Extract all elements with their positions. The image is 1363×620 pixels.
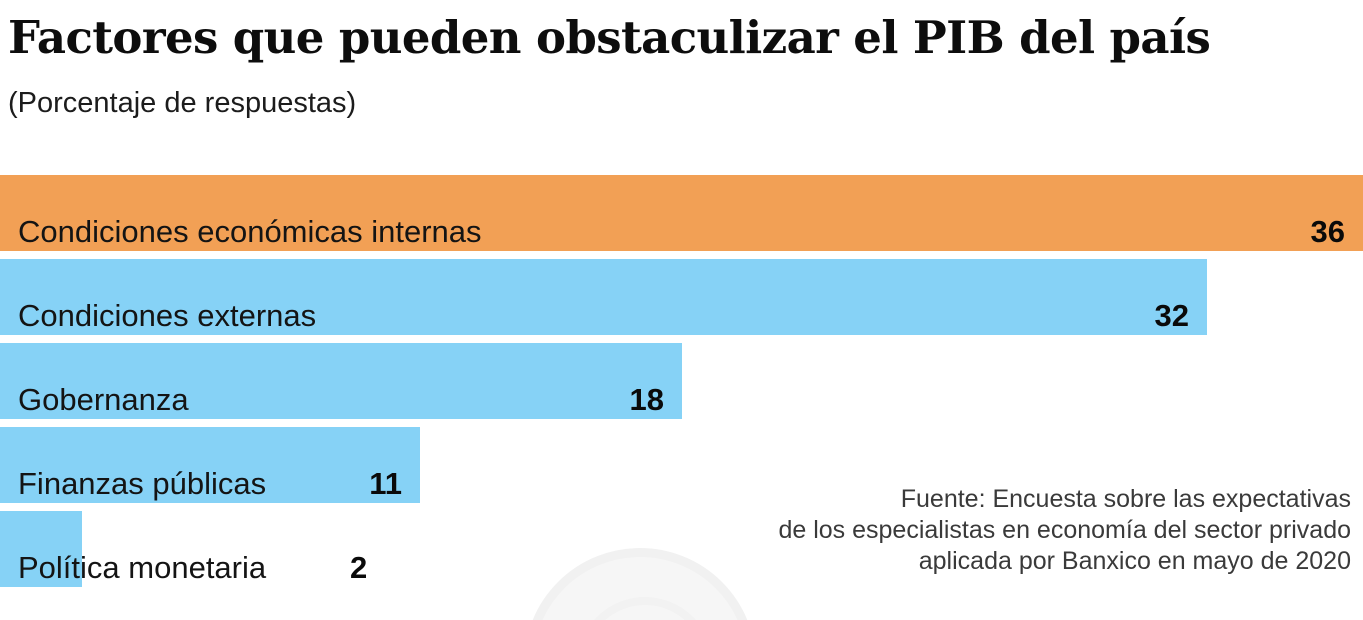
bar-chart: Condiciones económicas internas 36 Condi…	[0, 175, 1363, 595]
bar-label: Política monetaria	[18, 550, 267, 585]
bar-value: 18	[629, 382, 664, 417]
bar-label: Condiciones externas	[18, 298, 317, 333]
source-line-2: de los especialistas en economía del sec…	[778, 516, 1351, 544]
bar-fill-condiciones-externas	[0, 259, 1207, 335]
bar-value: 32	[1154, 298, 1189, 333]
bar-label: Condiciones económicas internas	[18, 214, 482, 249]
bar-row: Política monetaria 2	[0, 511, 1363, 587]
bar-value: 2	[350, 550, 368, 585]
bar-value: 36	[1310, 214, 1345, 249]
bar-value: 11	[369, 466, 402, 501]
source-line-3: aplicada por Banxico en mayo de 2020	[918, 547, 1351, 575]
bar-fill-gobernanza	[0, 343, 682, 419]
source-note: Fuente: Encuesta sobre las expectativas …	[751, 484, 1351, 577]
bar-fill-finanzas-publicas	[0, 427, 420, 503]
page-title: Factores que pueden obstaculizar el PIB …	[8, 11, 1211, 64]
bar-row: Condiciones económicas internas 36	[0, 175, 1363, 251]
bar-label: Finanzas públicas	[18, 466, 267, 501]
bar-fill-politica-monetaria	[0, 511, 82, 587]
source-line-1: Fuente: Encuesta sobre las expectativas	[900, 485, 1351, 513]
bar-row: Finanzas públicas 11	[0, 427, 1363, 503]
bar-fill-condiciones-economicas-internas	[0, 175, 1363, 251]
bar-row: Gobernanza 18	[0, 343, 1363, 419]
page-subtitle: (Porcentaje de respuestas)	[8, 87, 357, 119]
bar-row: Condiciones externas 32	[0, 259, 1363, 335]
bar-label: Gobernanza	[18, 382, 189, 417]
